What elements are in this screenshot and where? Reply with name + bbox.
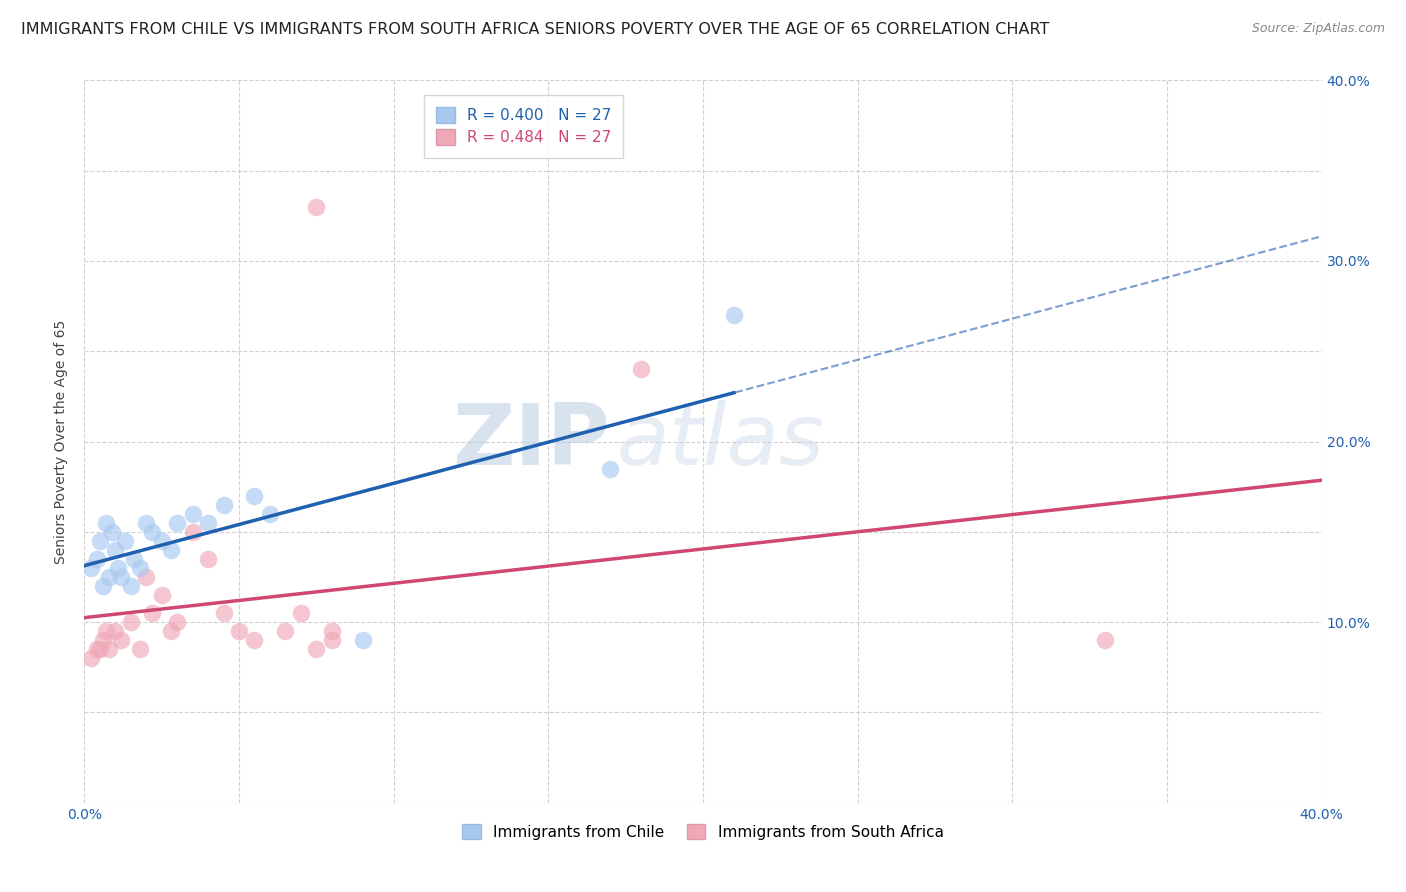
Point <box>91 633 114 648</box>
Point <box>94 516 117 530</box>
Point <box>122 552 145 566</box>
Point <box>160 542 183 557</box>
Point <box>166 615 188 630</box>
Point <box>94 624 117 639</box>
Point <box>630 362 652 376</box>
Text: IMMIGRANTS FROM CHILE VS IMMIGRANTS FROM SOUTH AFRICA SENIORS POVERTY OVER THE A: IMMIGRANTS FROM CHILE VS IMMIGRANTS FROM… <box>21 22 1049 37</box>
Text: ZIP: ZIP <box>453 400 610 483</box>
Point <box>91 579 114 593</box>
Point <box>86 642 108 657</box>
Point <box>129 642 152 657</box>
Point <box>160 624 183 639</box>
Point <box>101 524 124 539</box>
Point <box>290 606 312 620</box>
Point <box>135 516 157 530</box>
Point <box>723 308 745 322</box>
Point <box>1094 633 1116 648</box>
Point <box>104 624 127 639</box>
Point <box>212 498 235 512</box>
Point <box>89 533 111 548</box>
Point <box>305 642 328 657</box>
Point <box>243 489 266 503</box>
Point <box>110 633 132 648</box>
Point <box>135 570 157 584</box>
Point <box>107 561 129 575</box>
Point <box>89 642 111 657</box>
Point <box>98 642 121 657</box>
Point <box>321 624 343 639</box>
Y-axis label: Seniors Poverty Over the Age of 65: Seniors Poverty Over the Age of 65 <box>55 319 69 564</box>
Point <box>274 624 297 639</box>
Point <box>228 624 250 639</box>
Point <box>114 533 136 548</box>
Point <box>86 552 108 566</box>
Point <box>305 200 328 214</box>
Point <box>197 552 219 566</box>
Point <box>352 633 374 648</box>
Point <box>212 606 235 620</box>
Point <box>104 542 127 557</box>
Text: Source: ZipAtlas.com: Source: ZipAtlas.com <box>1251 22 1385 36</box>
Point <box>79 561 101 575</box>
Point <box>141 606 163 620</box>
Point <box>129 561 152 575</box>
Text: atlas: atlas <box>616 400 824 483</box>
Point <box>181 507 204 521</box>
Point <box>166 516 188 530</box>
Legend: Immigrants from Chile, Immigrants from South Africa: Immigrants from Chile, Immigrants from S… <box>457 818 949 846</box>
Point <box>79 651 101 665</box>
Point <box>110 570 132 584</box>
Point <box>141 524 163 539</box>
Point <box>98 570 121 584</box>
Point <box>150 588 173 602</box>
Point <box>197 516 219 530</box>
Point <box>259 507 281 521</box>
Point <box>321 633 343 648</box>
Point <box>599 461 621 475</box>
Point <box>243 633 266 648</box>
Point <box>181 524 204 539</box>
Point <box>150 533 173 548</box>
Point <box>120 579 142 593</box>
Point <box>120 615 142 630</box>
